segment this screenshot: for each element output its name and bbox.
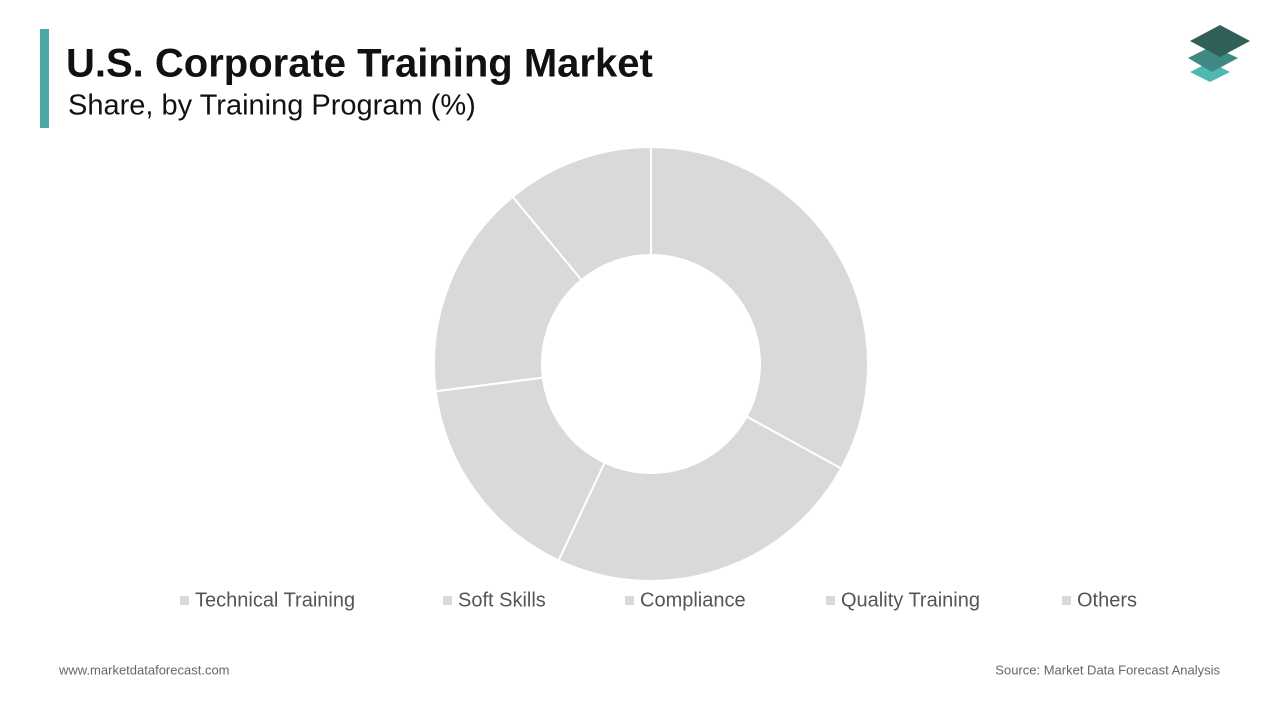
legend-swatch [625, 596, 634, 605]
slice [650, 145, 870, 470]
legend-swatch [180, 596, 189, 605]
legend-swatch [443, 596, 452, 605]
slice [511, 145, 652, 282]
chart-subtitle: Share, by Training Program (%) [68, 90, 476, 122]
legend-label: Quality Training [841, 589, 980, 611]
title-accent [40, 29, 49, 128]
source: Source: Market Data Forecast Analysis [995, 662, 1220, 677]
legend-swatch [826, 596, 835, 605]
legend-label: Others [1077, 589, 1137, 611]
slice [557, 415, 843, 582]
slice [434, 376, 606, 562]
legend-swatch [1062, 596, 1071, 605]
legend-label: Technical Training [195, 589, 355, 611]
legend-label: Soft Skills [458, 589, 546, 611]
legend-label: Compliance [640, 589, 746, 611]
website: www.marketdataforecast.com [58, 662, 230, 677]
chart-title: U.S. Corporate Training Market [66, 42, 653, 86]
slice [433, 195, 583, 393]
logo [1188, 25, 1250, 82]
